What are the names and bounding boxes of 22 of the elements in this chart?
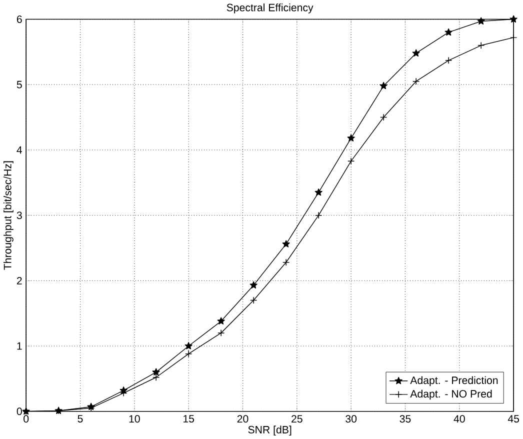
x-tick-label: 35 [400,415,411,423]
y-tick-label: 5 [16,80,22,88]
y-tick-label: 4 [16,146,22,154]
x-axis-title: SNR [dB] [248,426,292,436]
x-tick-label: 0 [24,415,29,423]
x-tick-label: 25 [292,415,302,423]
x-tick-label: 45 [508,415,520,422]
y-tick-label: 3 [16,212,22,220]
y-tick-label: 2 [16,276,22,284]
y-tick-label: 6 [16,15,22,23]
x-tick-label: 15 [184,415,194,422]
x-tick-label: 40 [454,415,465,423]
chart-title: Spectral Efficiency [226,3,314,14]
y-tick-label: 0 [16,408,22,416]
x-tick-label: 10 [129,415,140,423]
x-tick-label: 30 [346,415,357,423]
x-tick-label: 5 [78,415,83,422]
y-axis-title: Throughput [bit/sec/Hz] [4,161,14,270]
legend-label: Adapt. - Prediction [410,376,498,386]
legend-label: Adapt. - NO Pred [410,390,492,400]
x-tick-label: 20 [237,415,248,423]
y-tick-label: 1 [17,342,22,350]
